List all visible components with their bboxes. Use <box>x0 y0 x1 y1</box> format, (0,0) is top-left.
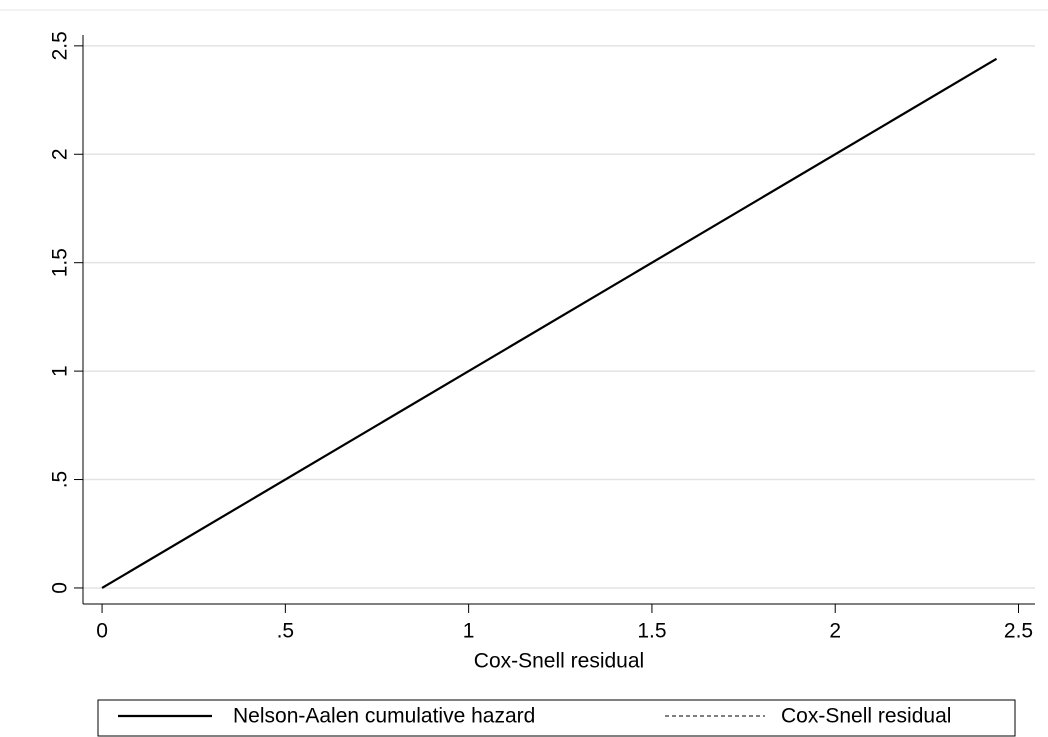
x-tick-label: 0 <box>96 620 108 643</box>
legend-label: Nelson-Aalen cumulative hazard <box>233 705 535 728</box>
y-tick-label: 1 <box>49 365 72 377</box>
x-tick-label: 2.5 <box>1004 620 1033 643</box>
legend-label: Cox-Snell residual <box>781 705 951 728</box>
x-tick-label: .5 <box>277 620 295 643</box>
x-tick-label: 1.5 <box>637 620 666 643</box>
x-tick-label: 1 <box>463 620 475 643</box>
x-axis-label: Cox-Snell residual <box>474 650 644 673</box>
y-tick-label: 1.5 <box>49 248 72 277</box>
series-line <box>101 58 997 589</box>
x-tick-label: 2 <box>829 620 841 643</box>
y-tick-label: 0 <box>49 582 72 594</box>
legend-box <box>97 699 1016 737</box>
y-tick-label: 2.5 <box>49 31 72 60</box>
y-tick-label: .5 <box>49 471 72 489</box>
y-tick-label: 2 <box>49 148 72 160</box>
